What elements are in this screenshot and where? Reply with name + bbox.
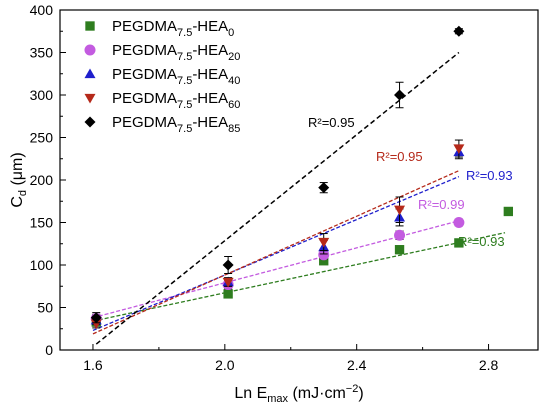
point-s3-0 [90,319,102,330]
x-axis-label-end: ) [358,385,363,402]
y-tick-label-5: 250 [30,130,54,146]
legend-label-4: PEGDMA7.5-HEA85 [112,114,240,135]
legend-label-2: PEGDMA7.5-HEA40 [112,66,240,87]
point-s0-5 [503,206,514,217]
legend: PEGDMA7.5-HEA0PEGDMA7.5-HEA20PEGDMA7.5-H… [84,18,240,135]
legend-label-0: PEGDMA7.5-HEA0 [112,18,234,39]
legend-label-0-base: PEGDMA [112,18,177,35]
point-s1-4 [453,217,465,228]
x-tick-label-2: 2.4 [347,357,367,373]
r2-label-3: R²=0.95 [376,149,423,164]
legend-marker-2 [84,68,96,79]
legend-label-2-base: PEGDMA [112,66,177,83]
y-tick-label-2: 100 [30,257,54,273]
fit-line-3 [92,170,460,335]
legend-label-3-mid: -HEA [192,90,228,107]
x-tick-label-3: 2.8 [479,357,499,373]
y-tick-label-0: 0 [45,342,53,358]
legend-label-1-base: PEGDMA [112,42,177,59]
legend-marker-4 [84,116,96,128]
y-tick-label-1: 50 [37,300,53,316]
fit-line-0 [92,232,506,322]
legend-label-3-sub2: 60 [228,99,240,111]
legend-label-2-sub1: 7.5 [177,75,192,87]
fit-lines [92,51,506,345]
legend-label-4-sub1: 7.5 [177,123,192,135]
x-axis-label-sub: max [267,393,288,405]
point-s4-2 [318,182,330,194]
x-axis-label-main: Ln E [234,385,267,402]
y-axis-label-rest: (μm) [9,152,26,190]
point-s4-1 [222,259,234,271]
fit-line-2 [92,176,460,332]
point-s3-4 [453,144,465,155]
point-s4-4 [453,25,465,37]
point-s0-3 [394,245,405,255]
legend-label-4-mid: -HEA [192,114,228,131]
legend-marker-3 [84,93,96,104]
y-axis-label-sub: d [17,190,29,196]
y-tick-label-6: 300 [30,87,54,103]
legend-label-4-base: PEGDMA [112,114,177,131]
point-s0-1 [223,289,233,299]
fit-line-4 [95,51,460,345]
legend-label-0-mid: -HEA [192,18,228,35]
point-s4-3 [394,89,406,101]
legend-label-3-sub1: 7.5 [177,99,192,111]
point-s0-4 [454,238,464,248]
x-tick-label-1: 2.0 [215,357,235,373]
point-s3-2 [318,237,330,248]
legend-label-3-base: PEGDMA [112,90,177,107]
point-s1-2 [318,249,330,261]
y-axis-label: Cd (μm) [9,152,29,207]
legend-label-2-sub2: 40 [228,75,240,87]
y-tick-label-4: 200 [30,172,54,188]
y-tick-label-7: 350 [30,45,54,61]
x-axis-label-sup: −2 [346,383,359,395]
data-points [90,25,514,330]
legend-label-1-sub2: 20 [228,51,240,63]
point-s3-1 [222,277,234,288]
legend-label-0-sub2: 0 [228,27,234,39]
x-axis-label: Ln Emax (mJ·cm−2) [234,383,363,405]
x-tick-label-0: 1.6 [83,357,103,373]
legend-marker-1 [84,44,96,56]
legend-marker-0 [85,21,95,31]
y-axis-label-main: C [9,196,26,208]
legend-label-1: PEGDMA7.5-HEA20 [112,42,240,63]
r2-label-1: R²=0.99 [418,197,465,212]
point-s1-3 [394,229,406,241]
r2-label-4: R²=0.95 [308,115,355,130]
r2-label-2: R²=0.93 [466,168,513,183]
point-s0-2 [319,256,329,266]
legend-label-2-mid: -HEA [192,66,228,83]
r2-label-0: R²=0.93 [458,234,505,249]
legend-label-0-sub1: 7.5 [177,27,192,39]
y-tick-label-3: 150 [30,215,54,231]
x-axis-label-rest: (mJ·cm [288,385,346,402]
point-s4-0 [90,312,102,324]
legend-label-3: PEGDMA7.5-HEA60 [112,90,240,111]
legend-label-1-sub1: 7.5 [177,51,192,63]
y-tick-label-8: 400 [30,2,54,18]
legend-label-4-sub2: 85 [228,123,240,135]
point-s3-3 [394,205,406,216]
legend-label-1-mid: -HEA [192,42,228,59]
